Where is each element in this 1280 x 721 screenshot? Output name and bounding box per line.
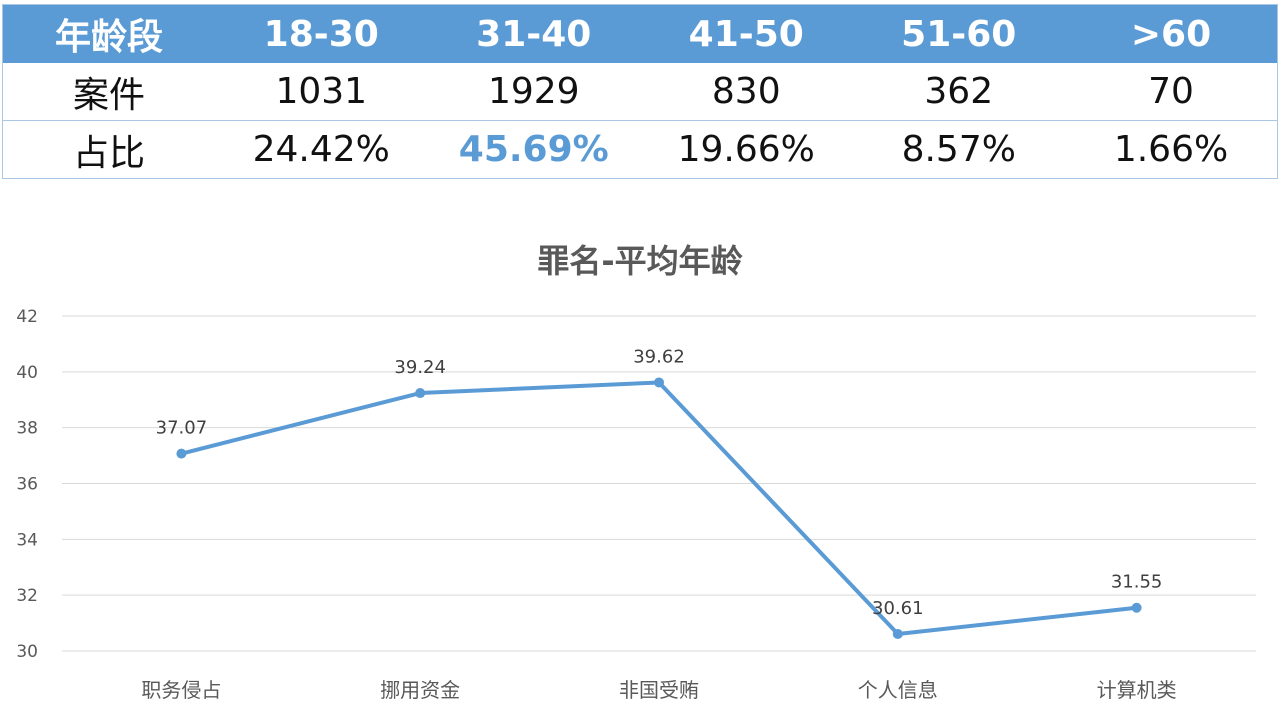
header-cell: 年龄段: [2, 4, 215, 63]
header-cell: >60: [1065, 4, 1278, 63]
table-cell: 8.57%: [901, 129, 1016, 170]
data-labels: 37.07 39.24 39.62 30.61 31.55: [156, 346, 1163, 619]
gridlines: [62, 315, 1256, 652]
data-point: [415, 388, 426, 399]
row-label: 占比: [72, 132, 145, 174]
row-label: 案件: [2, 63, 215, 121]
y-tick-label: 40: [16, 363, 38, 383]
y-tick-label: 30: [16, 642, 38, 662]
x-tick-label: 职务侵占: [141, 678, 221, 702]
y-tick-label: 38: [16, 419, 38, 439]
table-header-row: 年龄段 18-30 31-40 41-50 51-60 >60: [2, 4, 1278, 63]
header-cell: 31-40: [427, 4, 640, 63]
y-tick-label: 34: [16, 530, 38, 550]
line-chart: 罪名-平均年龄 30 32 34 36 38 40 42 职务侵占 挪用资金 非国受贿 个人信息 计…: [16, 242, 1256, 702]
table-cell: 24.42%: [252, 129, 390, 170]
x-tick-label: 非国受贿: [619, 678, 699, 702]
x-tick-label: 计算机类: [1097, 678, 1177, 702]
series-line: [176, 377, 1142, 639]
header-cell: 41-50: [640, 4, 853, 63]
age-table: 年龄段 18-30 31-40 41-50 51-60 >60 案件 1031 …: [2, 4, 1278, 179]
header-cell: 51-60: [852, 4, 1065, 63]
highlighted-cell: 45.69%: [458, 129, 609, 170]
data-label: 39.62: [633, 346, 685, 367]
table-cell: 70: [1065, 63, 1278, 121]
table-cell: 362: [852, 63, 1065, 121]
table-cell: 830: [640, 63, 853, 121]
table-cell: 1.66%: [1113, 129, 1229, 170]
data-label: 39.24: [394, 357, 446, 378]
data-label: 37.07: [156, 418, 208, 439]
data-point: [1131, 602, 1142, 613]
table-row: 案件 1031 1929 830 362 70: [2, 63, 1278, 121]
table-cell: 1929: [427, 63, 640, 121]
table-cell: 19.66%: [677, 129, 815, 170]
table-cell: 1031: [215, 63, 428, 121]
y-tick-label: 36: [16, 475, 38, 495]
series-line-path: [179, 380, 1139, 636]
x-axis: 职务侵占 挪用资金 非国受贿 个人信息 计算机类: [141, 678, 1176, 702]
y-tick-label: 42: [16, 307, 38, 327]
data-label: 31.55: [1111, 572, 1163, 593]
y-tick-label: 32: [16, 586, 38, 606]
chart-title: 罪名-平均年龄: [537, 242, 742, 280]
header-cell: 18-30: [215, 4, 428, 63]
data-point: [654, 377, 664, 388]
x-tick-label: 挪用资金: [380, 678, 460, 702]
table-row: 占比 24.42% 45.69% 19.66% 8.57% 1.66%: [3, 121, 1278, 179]
y-axis: 30 32 34 36 38 40 42: [16, 307, 38, 662]
data-point: [176, 448, 187, 459]
data-point: [892, 628, 903, 639]
x-tick-label: 个人信息: [858, 678, 938, 702]
data-label: 30.61: [872, 598, 924, 619]
